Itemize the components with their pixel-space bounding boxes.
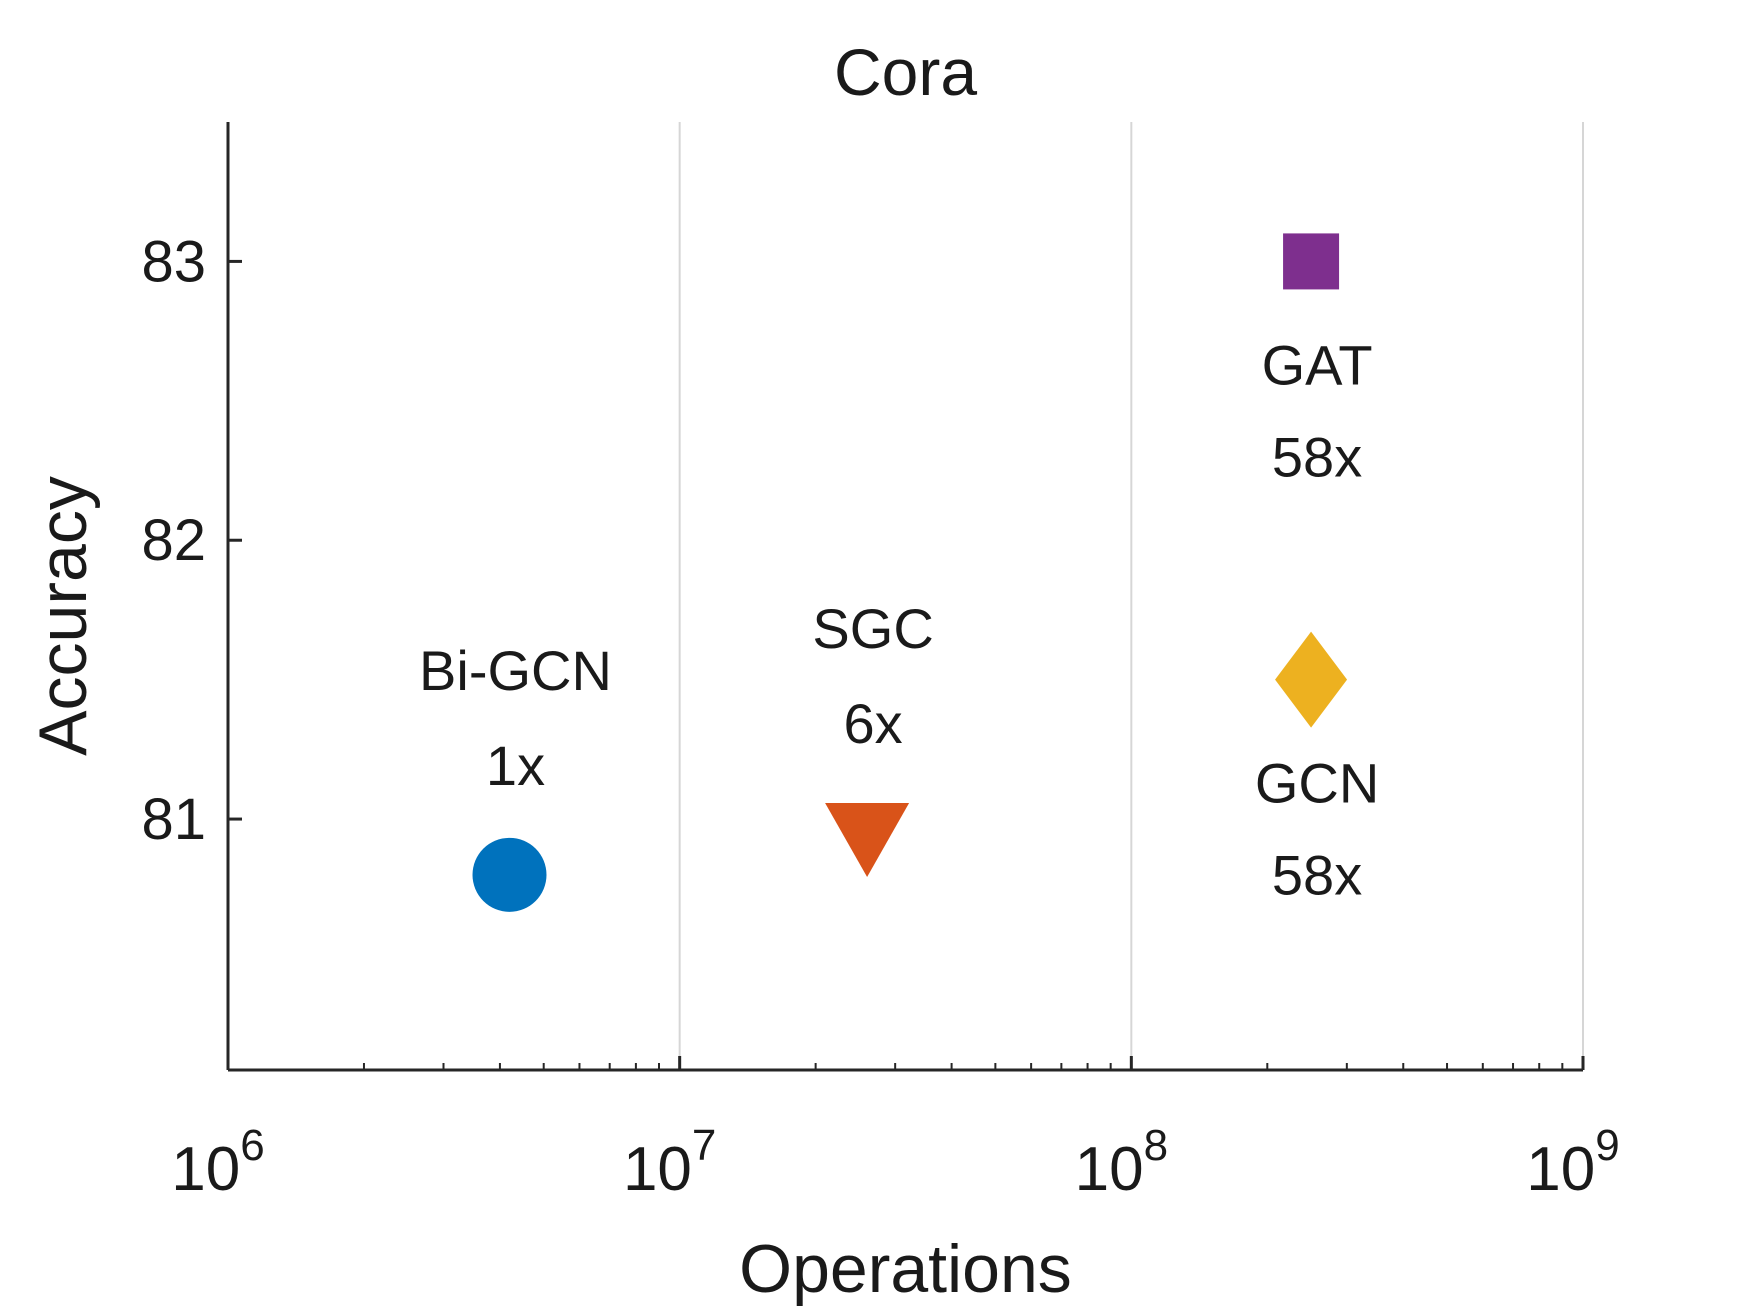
y-tick-label: 83 [141,229,206,294]
tick-labels: 81 82 83 106 107 108 109 [141,229,1619,1204]
data-labels: Bi-GCN 1x SGC 6x GAT 58x GCN 58x [419,333,1379,906]
sgc-ratio-label: 6x [844,692,903,755]
bi-gcn-ratio-label: 1x [486,734,545,797]
bi-gcn-name-label: Bi-GCN [419,639,612,702]
gcn-name-label: GCN [1255,752,1379,815]
sgc-name-label: SGC [812,597,933,660]
tick-marks [226,259,1585,1070]
y-axis-label: Accuracy [25,476,101,756]
gcn-ratio-label: 58x [1272,844,1362,907]
x-tick-label: 107 [623,1121,716,1204]
x-tick-label: 108 [1075,1121,1168,1204]
chart-title: Cora [834,35,977,109]
x-tick-label: 106 [171,1121,264,1204]
x-axis-label: Operations [739,1231,1072,1307]
x-tick-label: 109 [1526,1121,1619,1204]
data-points [472,233,1348,912]
gat-ratio-label: 58x [1272,425,1362,488]
gat-point [1283,233,1340,290]
sgc-point [825,803,910,877]
grid-lines [678,122,1584,1070]
y-tick-label: 81 [141,787,206,852]
gcn-point [1275,631,1348,728]
y-tick-label: 82 [141,508,206,573]
bi-gcn-point [472,837,547,912]
axes [226,122,1583,1072]
gat-name-label: GAT [1262,333,1373,396]
